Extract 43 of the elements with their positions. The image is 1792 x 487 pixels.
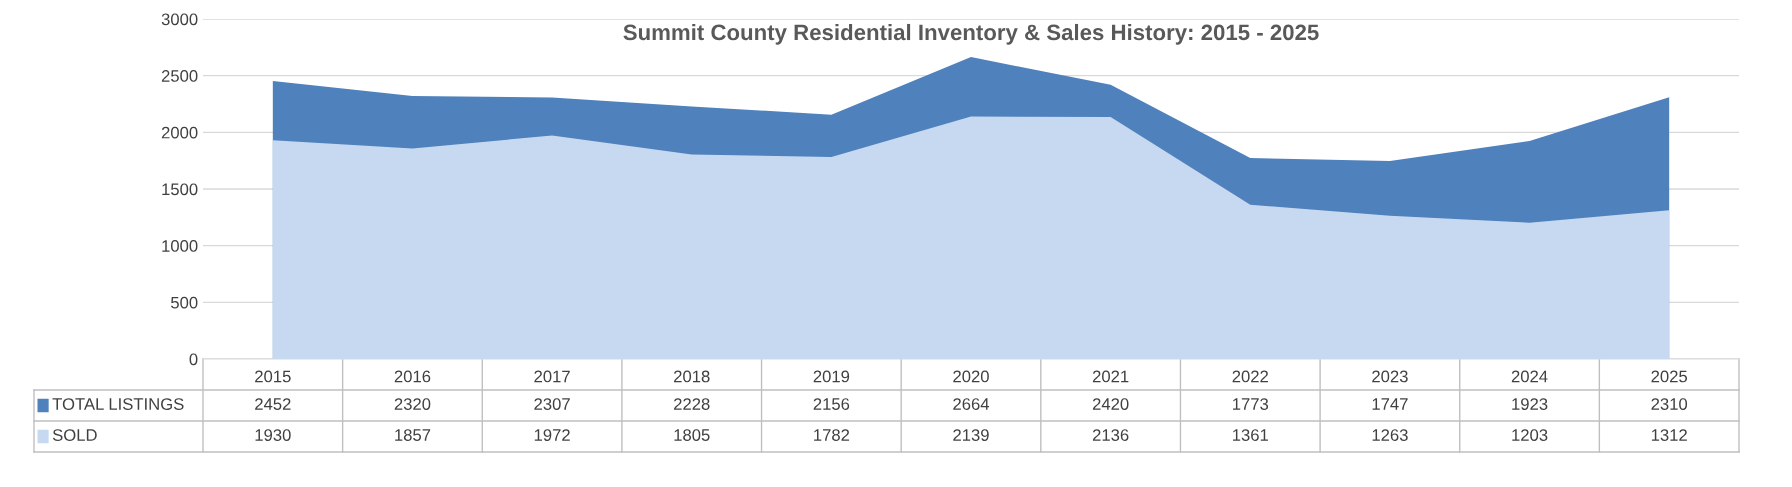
x-tick-label: 2017 <box>534 370 570 383</box>
x-tick-label: 2015 <box>255 370 291 383</box>
x-tick-label: 2022 <box>1232 370 1268 383</box>
y-tick-label: 1500 <box>162 183 198 196</box>
x-tick-label: 2020 <box>953 370 989 383</box>
data-label: 2307 <box>534 398 570 410</box>
y-tick-label: 0 <box>189 353 198 366</box>
x-tick-label: 2025 <box>1651 370 1688 383</box>
data-label: 2310 <box>1651 398 1688 410</box>
x-tick-label: 2023 <box>1372 370 1408 383</box>
y-tick-label: 2000 <box>161 126 198 139</box>
data-label: 1923 <box>1512 398 1548 410</box>
data-label: 1361 <box>1233 429 1268 441</box>
legend-label: SOLD <box>52 429 97 441</box>
chart-title: Summit County Residential Inventory & Sales History: 2015 - 2025 <box>623 23 1319 45</box>
data-label: 1972 <box>534 429 570 441</box>
data-label: 1773 <box>1233 398 1269 410</box>
data-label: 2228 <box>674 398 710 410</box>
legend-label: TOTAL LISTINGS <box>52 398 184 410</box>
y-tick-label: 1000 <box>162 240 198 252</box>
data-label: 1782 <box>814 429 850 441</box>
data-label: 1805 <box>674 429 710 441</box>
y-tick-label: 3000 <box>161 13 198 26</box>
x-tick-label: 2019 <box>813 370 850 383</box>
x-tick-label: 2021 <box>1092 370 1129 383</box>
x-tick-label: 2024 <box>1511 370 1548 383</box>
x-tick-label: 2016 <box>394 370 431 383</box>
data-label: 2136 <box>1092 429 1129 441</box>
x-tick-label: 2018 <box>674 370 710 383</box>
data-label: 1312 <box>1651 429 1687 441</box>
data-label: 2139 <box>953 429 989 441</box>
data-label: 2320 <box>394 398 431 410</box>
data-label: 1263 <box>1372 429 1408 441</box>
data-label: 2420 <box>1092 398 1129 410</box>
data-label: 2452 <box>255 398 291 410</box>
data-label: 1930 <box>255 429 291 441</box>
data-label: 1857 <box>395 429 431 441</box>
y-tick-label: 2500 <box>161 70 198 82</box>
data-label: 2156 <box>813 398 850 410</box>
data-label: 1747 <box>1372 398 1408 410</box>
y-tick-label: 500 <box>171 296 198 309</box>
data-label: 1203 <box>1512 429 1548 441</box>
data-label: 2664 <box>953 398 990 410</box>
